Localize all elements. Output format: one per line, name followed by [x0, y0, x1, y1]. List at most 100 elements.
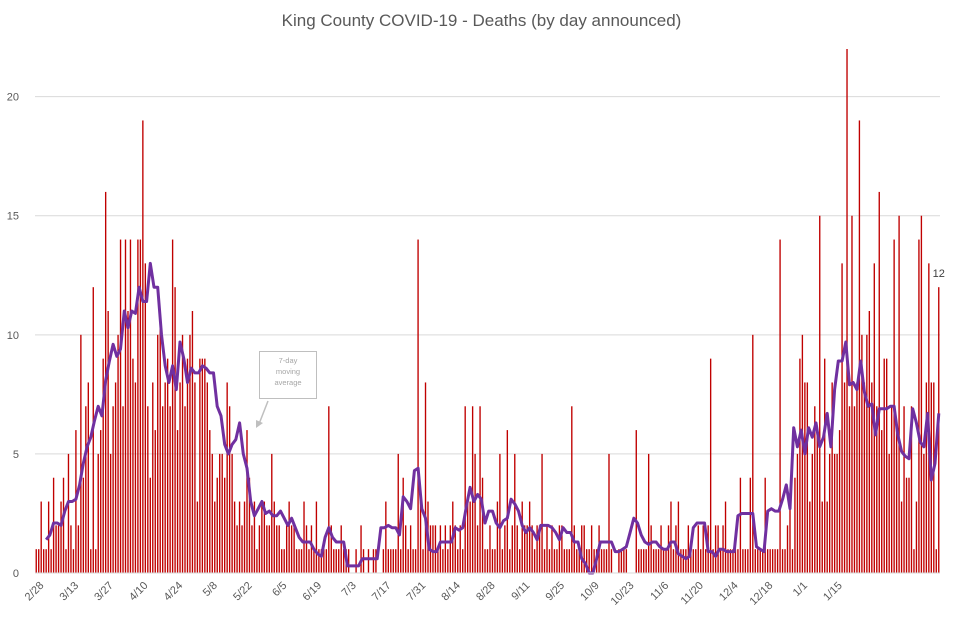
daily-deaths-bar — [87, 382, 89, 573]
daily-deaths-bar — [561, 525, 563, 573]
daily-deaths-bar — [437, 549, 439, 573]
daily-deaths-bar — [908, 477, 910, 573]
daily-deaths-bar — [199, 358, 201, 573]
daily-deaths-bar — [519, 549, 521, 573]
daily-deaths-bar — [514, 453, 516, 573]
daily-deaths-bar — [548, 549, 551, 573]
x-tick-label: 7/17 — [370, 580, 394, 604]
daily-deaths-bar — [114, 382, 117, 573]
daily-deaths-bar — [806, 382, 809, 573]
daily-deaths-bar — [566, 549, 568, 573]
daily-deaths-bar — [102, 358, 104, 573]
daily-deaths-bar — [328, 406, 330, 573]
daily-deaths-bar — [77, 525, 80, 573]
daily-deaths-bar — [638, 549, 640, 573]
daily-deaths-bar — [295, 549, 298, 573]
daily-deaths-bar — [308, 549, 310, 573]
daily-deaths-bar — [481, 477, 484, 573]
daily-deaths-bar — [454, 525, 456, 573]
daily-deaths-bar — [201, 358, 204, 573]
daily-deaths-bar — [786, 525, 789, 573]
daily-deaths-bar — [620, 549, 623, 573]
x-tick-label: 7/31 — [405, 580, 429, 604]
daily-deaths-bar — [174, 287, 176, 573]
daily-deaths-bar — [409, 525, 412, 573]
daily-deaths-bar — [585, 549, 588, 573]
daily-deaths-bar — [588, 549, 590, 573]
daily-deaths-bar — [506, 430, 509, 573]
daily-deaths-bar — [251, 525, 253, 573]
daily-deaths-bar — [690, 549, 692, 573]
daily-deaths-bar — [528, 501, 531, 573]
daily-deaths-bar — [516, 525, 518, 573]
daily-deaths-bar — [62, 477, 65, 573]
daily-deaths-bar — [484, 549, 486, 573]
daily-deaths-bar — [494, 549, 496, 573]
daily-deaths-bar — [526, 525, 528, 573]
daily-deaths-bar — [266, 525, 268, 573]
daily-deaths-bar — [268, 525, 270, 573]
daily-deaths-bar — [752, 334, 754, 573]
daily-deaths-bar — [95, 549, 97, 573]
daily-deaths-bar — [236, 525, 238, 573]
daily-deaths-bar — [816, 430, 818, 573]
daily-deaths-bar — [243, 501, 246, 573]
daily-deaths-bar — [157, 334, 159, 573]
x-tick-label: 9/11 — [509, 580, 532, 603]
daily-deaths-bar — [258, 525, 261, 573]
daily-deaths-bar — [60, 501, 62, 573]
daily-deaths-bar — [868, 311, 871, 573]
daily-deaths-bar — [796, 453, 799, 573]
daily-deaths-bar — [333, 549, 335, 573]
daily-deaths-bar — [231, 453, 233, 573]
daily-deaths-bar — [439, 525, 442, 573]
daily-deaths-bar — [310, 525, 313, 573]
daily-deaths-bar — [578, 549, 580, 573]
daily-deaths-bar — [263, 501, 266, 573]
daily-deaths-bar — [657, 549, 660, 573]
daily-deaths-bar — [320, 549, 323, 573]
daily-deaths-bar — [846, 49, 848, 573]
daily-deaths-bar — [789, 501, 791, 573]
daily-deaths-bar — [918, 239, 920, 573]
x-tick-label: 11/6 — [648, 580, 671, 603]
x-tick-label: 6/5 — [270, 580, 289, 599]
daily-deaths-bar — [799, 358, 801, 573]
moving-average-series — [45, 261, 941, 575]
daily-deaths-bar — [759, 549, 761, 573]
daily-deaths-bar — [677, 501, 680, 573]
daily-deaths-bar — [724, 501, 727, 573]
x-tick-label: 3/13 — [58, 580, 82, 604]
daily-deaths-bar — [355, 549, 357, 573]
daily-deaths-bar — [737, 549, 739, 573]
daily-deaths-bar — [226, 382, 228, 573]
x-tick-label: 5/8 — [201, 580, 220, 599]
daily-deaths-bar — [709, 358, 712, 573]
daily-deaths-bar — [186, 358, 189, 573]
callout-arrow — [258, 400, 269, 425]
daily-deaths-bar — [194, 382, 196, 573]
daily-deaths-bar — [444, 525, 447, 573]
daily-deaths-bar — [804, 382, 806, 573]
daily-deaths-bar — [72, 549, 75, 573]
daily-deaths-bar — [400, 549, 402, 573]
daily-deaths-bar — [680, 549, 682, 573]
daily-deaths-bar — [744, 549, 747, 573]
daily-deaths-bar — [338, 549, 340, 573]
daily-deaths-bar — [898, 215, 900, 573]
daily-deaths-bar — [285, 525, 288, 573]
daily-deaths-bar — [214, 501, 216, 573]
x-tick-label: 7/3 — [340, 580, 359, 599]
daily-deaths-bar — [819, 215, 821, 573]
daily-deaths-bar — [124, 239, 127, 573]
daily-deaths-bar — [97, 453, 99, 573]
daily-deaths-bar — [933, 382, 935, 573]
daily-deaths-bar — [283, 549, 285, 573]
daily-deaths-bar — [863, 382, 866, 573]
x-tick-label: 2/28 — [23, 580, 47, 604]
daily-deaths-bar — [814, 406, 816, 573]
daily-deaths-bar — [749, 477, 752, 573]
daily-deaths-bar — [821, 501, 823, 573]
daily-deaths-bar — [553, 549, 556, 573]
daily-deaths-bar — [824, 358, 826, 573]
